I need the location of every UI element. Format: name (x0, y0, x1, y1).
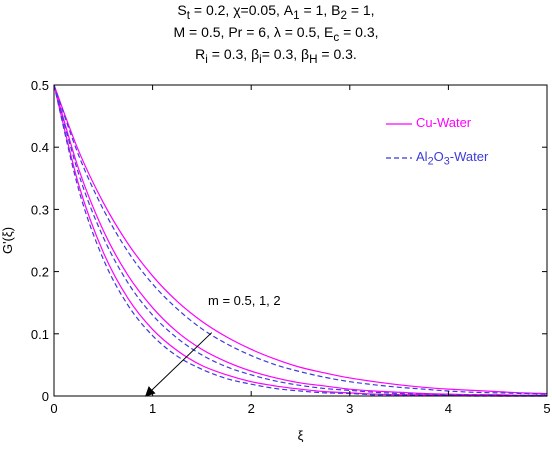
series-line-5 (53, 84, 547, 397)
y-tick-label: 0.2 (31, 265, 49, 280)
series-line-2 (53, 84, 548, 395)
series-line-4 (53, 84, 547, 397)
y-tick-label: 0.3 (31, 202, 49, 217)
y-axis-label: G'(ξ) (0, 227, 15, 254)
y-tick-label: 0.1 (31, 327, 49, 342)
y-tick-label: 0.5 (31, 78, 49, 93)
legend-label-1: Cu-Water (416, 115, 471, 130)
x-tick-label: 3 (346, 401, 353, 416)
x-tick-label: 4 (445, 401, 452, 416)
annotation-arrow (144, 332, 213, 397)
legend-label-2: Al2O3-Water (416, 149, 488, 168)
series-line-6 (53, 84, 547, 397)
chart-title-line-3: Ri = 0.3, βi= 0.3, βH = 0.3. (195, 46, 357, 66)
x-tick-label: 1 (149, 401, 156, 416)
x-tick-label: 0 (50, 401, 57, 416)
chart-title-line-1: St = 0.2, χ=0.05, A1 = 1, B2 = 1, (177, 2, 375, 22)
series-line-1 (53, 84, 548, 395)
plot-area-frame (53, 84, 548, 397)
y-tick-label: 0.4 (31, 140, 49, 155)
chart-title-line-2: M = 0.5, Pr = 6, λ = 0.5, Ec = 0.3, (173, 24, 379, 44)
x-tick-label: 2 (248, 401, 255, 416)
x-axis-label: ξ (298, 428, 304, 443)
x-tick-label: 5 (543, 401, 550, 416)
annotation-text: m = 0.5, 1, 2 (208, 293, 281, 308)
y-tick-label: 0 (42, 389, 49, 404)
